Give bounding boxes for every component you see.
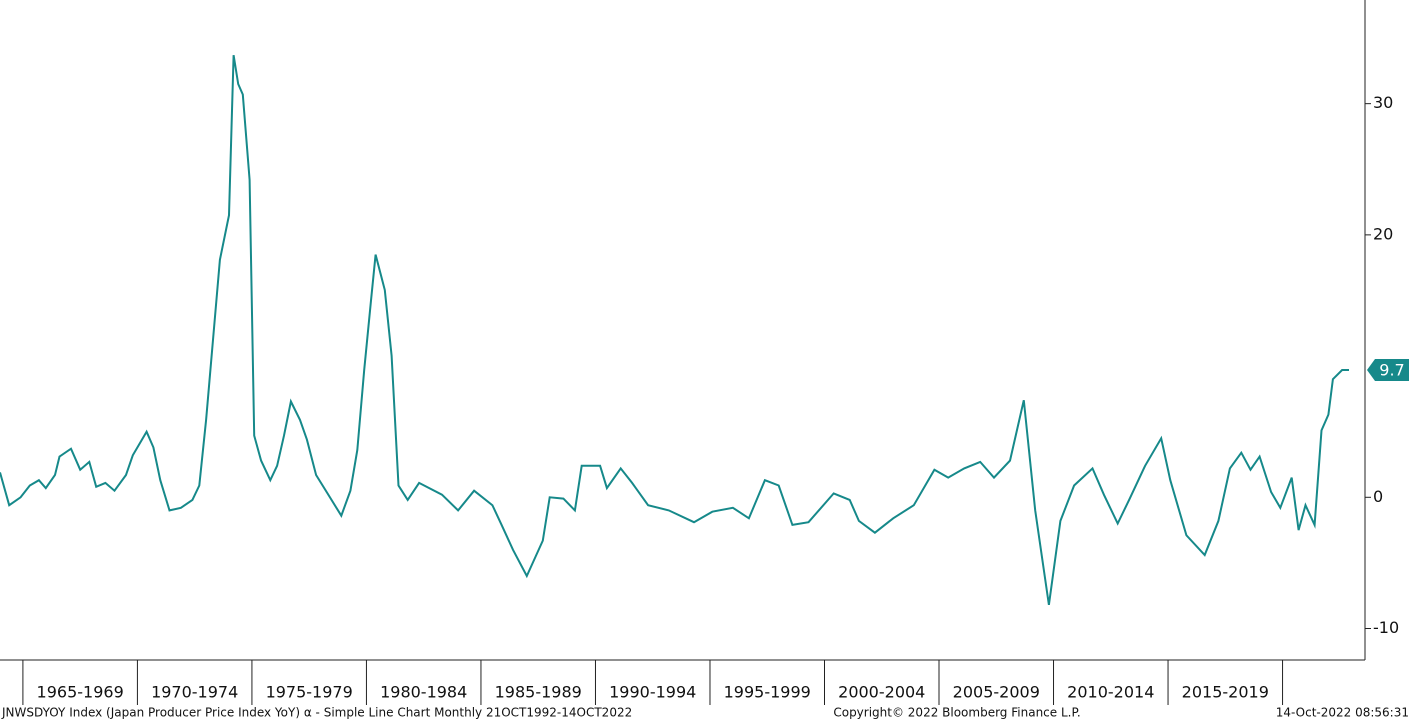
x-tick-label: 1965-1969 [37, 683, 124, 702]
x-tick-label: 1970-1974 [151, 683, 238, 702]
x-tick-label: 1980-1984 [380, 683, 467, 702]
footer-timestamp: 14-Oct-2022 08:56:31 [1276, 706, 1409, 720]
x-tick-label: 2015-2019 [1182, 683, 1269, 702]
data-line [0, 54, 1349, 606]
last-value-label: 9.7 [1379, 361, 1404, 380]
y-tick-label: 20 [1373, 224, 1393, 243]
x-tick-label: 1975-1979 [266, 683, 353, 702]
x-tick-label: 1995-1999 [724, 683, 811, 702]
x-tick-label: 2000-2004 [838, 683, 925, 702]
last-value-box [1367, 359, 1409, 382]
footer-source: JNWSDYOY Index (Japan Producer Price Ind… [1, 706, 632, 720]
x-tick-label: 1985-1989 [495, 683, 582, 702]
x-tick-label: 2005-2009 [953, 683, 1040, 702]
y-tick-label: -10 [1373, 618, 1399, 637]
y-tick-label: 0 [1373, 487, 1383, 506]
x-tick-label: 2010-2014 [1067, 683, 1154, 702]
y-tick-label: 30 [1373, 93, 1393, 112]
x-tick-label: 1990-1994 [609, 683, 696, 702]
footer-copyright: Copyright© 2022 Bloomberg Finance L.P. [833, 706, 1080, 720]
